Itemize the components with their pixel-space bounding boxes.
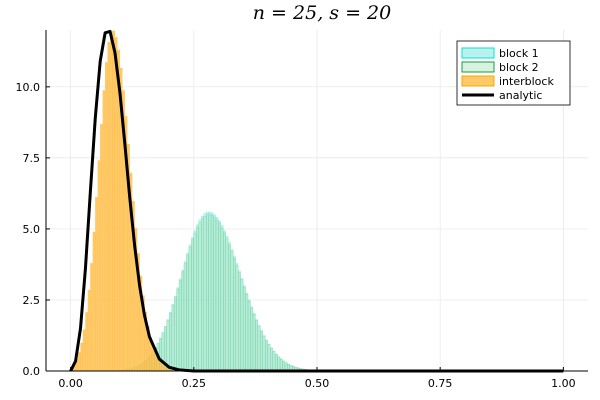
bar-block-2 xyxy=(218,223,222,372)
bar-block-2 xyxy=(198,222,202,372)
bar-block-2 xyxy=(270,348,273,372)
legend-label-interblock: interblock xyxy=(499,75,554,88)
bar-block-2 xyxy=(220,227,224,372)
bar-block-2 xyxy=(260,331,263,372)
bar-block-2 xyxy=(250,307,254,372)
bar-block-2 xyxy=(171,305,175,372)
bar-interblock xyxy=(82,329,86,372)
x-tick-label: 0.00 xyxy=(58,377,83,390)
bar-block-2 xyxy=(272,351,276,372)
bar-block-2 xyxy=(193,232,197,372)
bar-interblock xyxy=(87,289,91,372)
bar-block-2 xyxy=(210,215,214,372)
bar-interblock xyxy=(112,30,116,372)
bar-block-2 xyxy=(223,232,226,372)
x-tick-label: 0.75 xyxy=(428,377,453,390)
bar-interblock xyxy=(92,231,96,372)
legend-swatch-interblock xyxy=(461,75,495,87)
bar-block-2 xyxy=(188,246,192,372)
bar-block-2 xyxy=(225,238,229,372)
legend-label-block-1: block 1 xyxy=(499,47,539,60)
bar-block-2 xyxy=(203,216,207,372)
bar-block-2 xyxy=(228,244,231,372)
bar-block-2 xyxy=(242,286,246,372)
legend-swatch-block-1 xyxy=(461,47,495,59)
bar-block-2 xyxy=(277,356,281,372)
bar-interblock xyxy=(114,37,118,372)
x-tick-label: 0.25 xyxy=(182,377,207,390)
bar-block-2 xyxy=(176,288,180,372)
bar-block-2 xyxy=(279,358,283,372)
bar-interblock xyxy=(109,31,113,372)
bar-interblock xyxy=(164,366,167,372)
y-tick-label: 5.0 xyxy=(23,223,41,236)
bar-interblock xyxy=(85,312,89,372)
bar-block-2 xyxy=(274,354,278,372)
axes xyxy=(45,30,588,372)
bar-block-2 xyxy=(252,314,256,372)
bar-block-2 xyxy=(183,263,187,372)
bar-block-2 xyxy=(191,239,194,372)
bar-block-2 xyxy=(205,214,209,372)
bar-block-2 xyxy=(215,220,219,372)
bar-interblock xyxy=(161,364,165,372)
bar-block-2 xyxy=(245,294,249,372)
y-tick-label: 10.0 xyxy=(16,81,41,94)
chart-title: n = 25, s = 20 xyxy=(253,2,391,24)
bar-block-2 xyxy=(265,340,268,372)
bar-interblock xyxy=(90,263,93,372)
bar-interblock xyxy=(107,41,111,372)
bar-block-2 xyxy=(233,258,236,372)
bar-block-2 xyxy=(230,251,234,372)
histogram-bars xyxy=(70,30,328,372)
bar-block-2 xyxy=(166,320,170,372)
bar-block-2 xyxy=(169,312,172,372)
bar-block-2 xyxy=(181,271,185,372)
bar-block-2 xyxy=(178,280,182,372)
bar-block-2 xyxy=(240,279,244,372)
bar-interblock xyxy=(95,196,98,372)
bar-block-2 xyxy=(267,344,271,372)
legend-label-block-2: block 2 xyxy=(499,61,539,74)
bar-block-2 xyxy=(235,265,239,372)
x-tick-label: 0.50 xyxy=(305,377,330,390)
legend-swatch-block-2 xyxy=(461,61,495,73)
bar-block-2 xyxy=(238,272,241,372)
bar-interblock xyxy=(100,123,103,372)
bar-interblock xyxy=(80,342,84,372)
bar-block-2 xyxy=(213,217,217,372)
bar-interblock xyxy=(97,160,101,372)
x-tick-label: 1.00 xyxy=(551,377,576,390)
bar-block-2 xyxy=(201,218,204,372)
y-tick-label: 7.5 xyxy=(23,152,41,165)
bar-interblock xyxy=(159,362,162,372)
bar-block-2 xyxy=(186,254,190,372)
bar-interblock xyxy=(77,352,81,372)
bar-block-2 xyxy=(262,335,266,372)
bar-block-2 xyxy=(255,320,259,372)
bar-interblock xyxy=(104,62,108,372)
y-tick-label: 2.5 xyxy=(23,294,41,307)
bar-block-2 xyxy=(173,297,177,372)
bar-interblock xyxy=(102,90,106,372)
bar-block-2 xyxy=(196,227,199,372)
y-tick-label: 0.0 xyxy=(23,365,41,378)
bar-block-2 xyxy=(257,325,261,372)
tick-labels: 0.00 0.25 0.50 0.75 1.00 0.0 2.5 5.0 7.5 10.0 xyxy=(16,81,576,390)
bar-block-2 xyxy=(247,301,251,372)
legend-label-analytic: analytic xyxy=(499,89,542,102)
bar-block-2 xyxy=(208,214,212,372)
